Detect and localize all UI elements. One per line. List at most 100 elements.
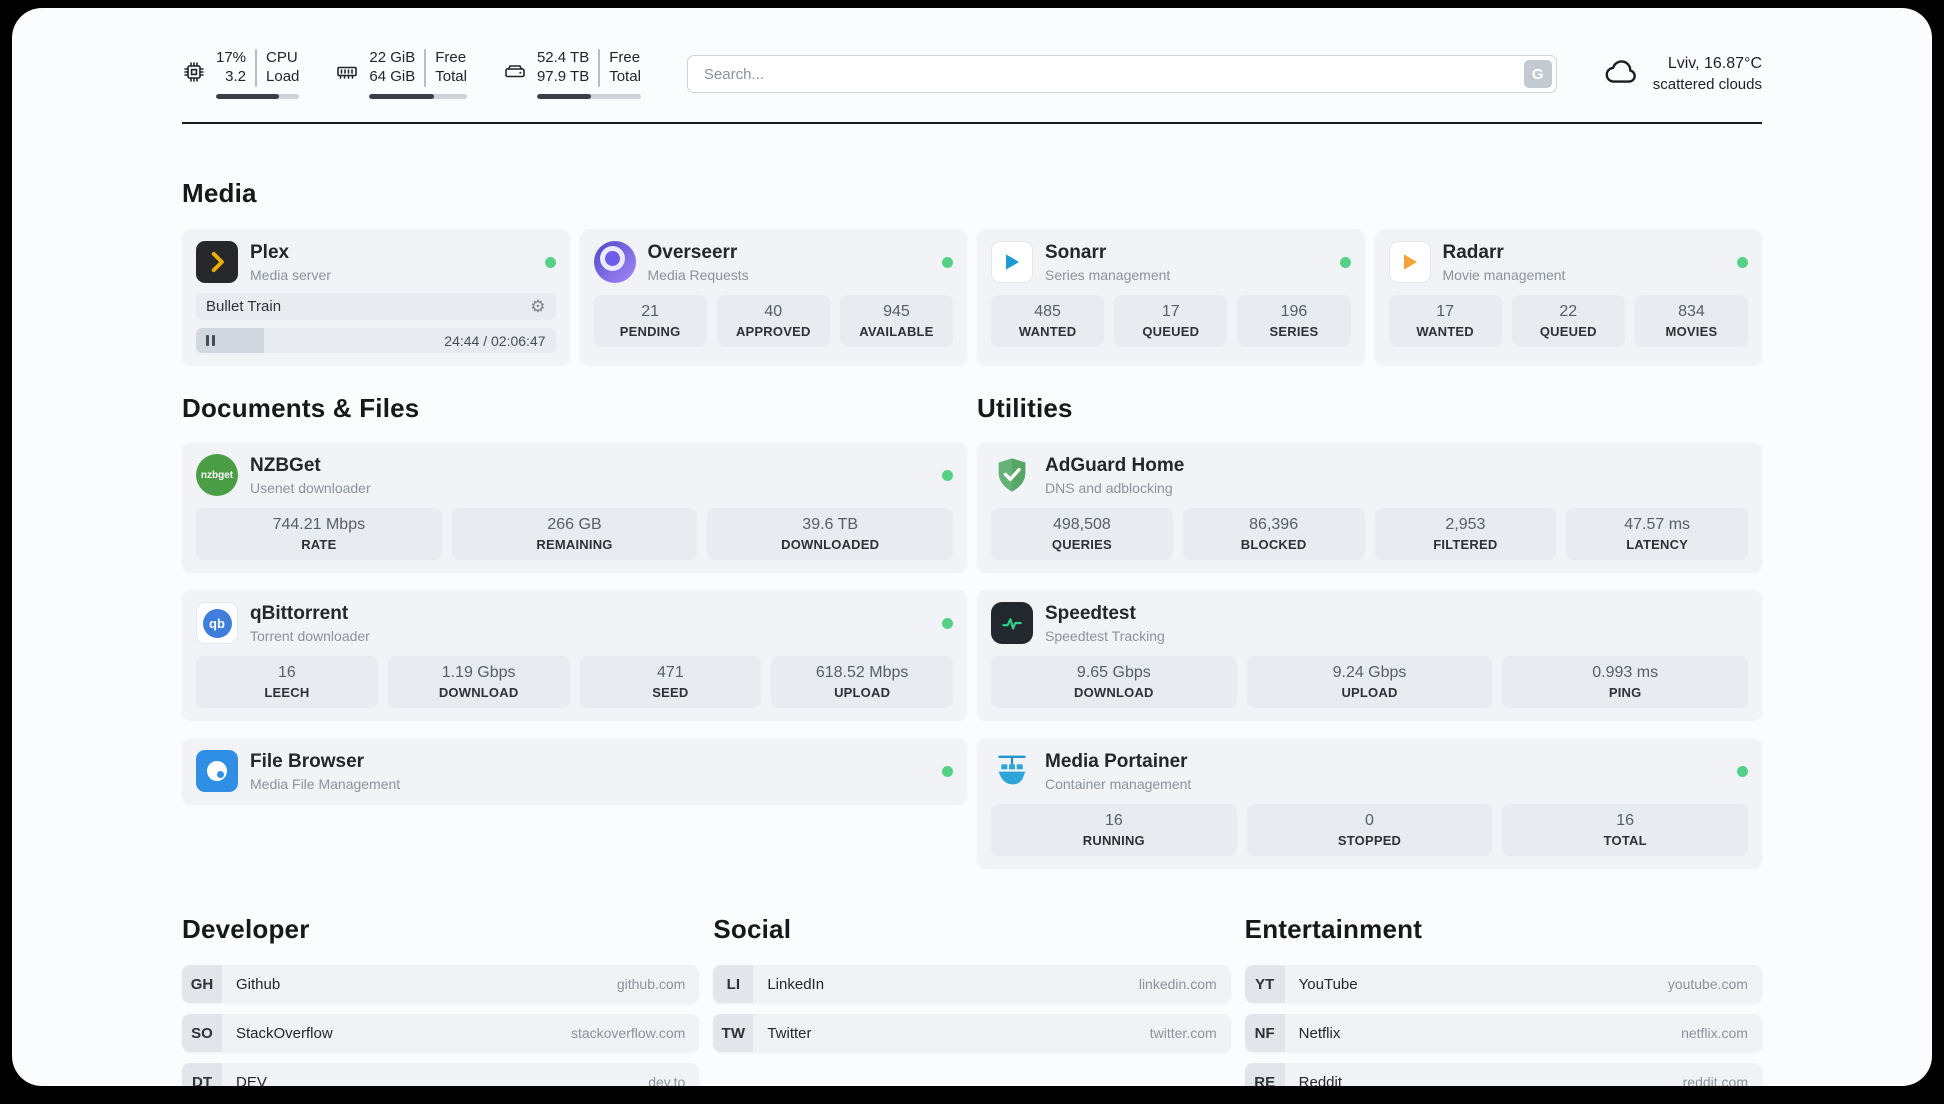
cpu-load-label: Load (266, 68, 300, 85)
stat-cell: 9.24 Gbps UPLOAD (1246, 656, 1493, 708)
app-name: NZBGet (250, 454, 321, 476)
status-dot (1737, 765, 1748, 777)
now-playing-title: Bullet Train (206, 298, 282, 315)
bookmark-url: dev.to (648, 1074, 686, 1086)
stat-cell: 16 TOTAL (1502, 804, 1749, 856)
overseerr-card[interactable]: Overseerr Media Requests 21 PENDING 40 A… (579, 229, 967, 365)
search-bar: G (686, 55, 1557, 93)
cpu-label: CPU (266, 49, 298, 67)
section-social: Social LI LinkedIn linkedin.com TW Twitt… (713, 914, 1231, 1086)
portainer-icon (991, 750, 1033, 792)
status-dot (942, 617, 953, 629)
cpu-bar (216, 93, 300, 99)
stat-value: 39.6 TB (802, 516, 859, 533)
app-subtitle: Container management (1045, 775, 1192, 792)
stat-label: DOWNLOAD (1074, 685, 1154, 700)
bookmark-youtube[interactable]: YT YouTube youtube.com (1244, 965, 1762, 1003)
status-dot (942, 765, 953, 777)
stackoverflow-icon: SO (182, 1014, 222, 1052)
disk-icon (503, 60, 527, 89)
playback-progress-bar[interactable]: 24:44 / 02:06:47 (196, 328, 556, 353)
status-dot (942, 256, 953, 268)
bookmark-github[interactable]: GH Github github.com (182, 965, 700, 1003)
app-name: Radarr (1442, 241, 1504, 263)
app-name: File Browser (250, 750, 365, 772)
bookmark-stackoverflow[interactable]: SO StackOverflow stackoverflow.com (182, 1014, 700, 1052)
stat-value: 9.24 Gbps (1332, 664, 1407, 681)
section-utilities: Utilities AdGuard Home (977, 393, 1762, 868)
stat-value: 618.52 Mbps (815, 664, 909, 681)
section-title-utilities: Utilities (977, 393, 1073, 423)
memory-free-label: Free (435, 49, 467, 67)
youtube-icon: YT (1244, 965, 1285, 1003)
gear-icon[interactable]: ⚙ (530, 297, 546, 316)
app-name: AdGuard Home (1045, 454, 1185, 476)
stat-cell: 39.6 TB DOWNLOADED (707, 508, 954, 560)
stat-cell: 498,508 QUERIES (991, 508, 1173, 560)
pause-icon[interactable] (206, 335, 215, 346)
app-subtitle: Torrent downloader (250, 627, 370, 644)
plex-card[interactable]: Plex Media server Bullet Train ⚙ 24:44 /… (182, 229, 570, 365)
section-title-documents: Documents & Files (182, 393, 420, 423)
disk-total-label: Total (609, 68, 641, 85)
stat-label: LEECH (264, 685, 310, 700)
section-documents: Documents & Files nzbget NZBGet Usenet d… (182, 393, 967, 868)
search-engine-button[interactable]: G (1523, 60, 1552, 88)
bookmark-netflix[interactable]: NF Netflix netflix.com (1244, 1014, 1762, 1052)
bookmark-name: Netflix (1298, 1024, 1341, 1042)
bookmark-name: StackOverflow (236, 1024, 333, 1042)
stat-value: 0.993 ms (1592, 664, 1659, 681)
filebrowser-icon (196, 750, 238, 792)
cpu-percent: 17% (216, 49, 247, 67)
bookmark-name: Reddit (1298, 1073, 1343, 1087)
stat-label: UPLOAD (1341, 685, 1398, 700)
stat-label: AVAILABLE (859, 324, 934, 339)
adguard-card[interactable]: AdGuard Home DNS and adblocking 498,508 … (977, 442, 1762, 572)
app-name: Media Portainer (1045, 750, 1188, 772)
stat-label: RUNNING (1082, 833, 1145, 848)
stat-label: RATE (301, 537, 337, 552)
qbittorrent-icon: qb (196, 602, 238, 644)
stat-label: PENDING (619, 324, 681, 339)
stat-value: 744.21 Mbps (272, 516, 366, 533)
app-subtitle: Series management (1045, 266, 1171, 283)
radarr-icon (1388, 241, 1431, 283)
stat-label: QUEUED (1539, 324, 1597, 339)
app-name: Overseerr (647, 241, 738, 263)
stat-cell: 0.993 ms PING (1502, 656, 1749, 708)
github-icon: GH (182, 965, 222, 1003)
sonarr-icon (991, 241, 1033, 283)
cpu-widget: 17% 3.2 CPU Load (182, 49, 300, 99)
stat-label: QUERIES (1051, 537, 1112, 552)
speedtest-card[interactable]: Speedtest Speedtest Tracking 9.65 Gbps D… (977, 590, 1762, 720)
cloud-icon (1603, 53, 1641, 96)
stat-label: FILTERED (1433, 537, 1498, 552)
stat-cell: 196 SERIES (1237, 295, 1351, 347)
radarr-card[interactable]: Radarr Movie management 17 WANTED 22 QUE… (1374, 229, 1762, 365)
search-input[interactable] (686, 55, 1557, 93)
filebrowser-card[interactable]: File Browser Media File Management (182, 738, 967, 804)
bookmark-twitter[interactable]: TW Twitter twitter.com (713, 1014, 1231, 1052)
qbittorrent-card[interactable]: qb qBittorrent Torrent downloader 16 LEE… (182, 590, 967, 720)
stat-cell: 16 RUNNING (991, 804, 1237, 856)
portainer-card[interactable]: Media Portainer Container management 16 … (977, 738, 1762, 868)
app-subtitle: Media server (250, 266, 331, 283)
nzbget-card[interactable]: nzbget NZBGet Usenet downloader 744.21 M… (182, 442, 967, 572)
section-title-media: Media (182, 178, 257, 208)
bookmark-reddit[interactable]: RE Reddit reddit.com (1244, 1063, 1762, 1087)
bookmark-linkedin[interactable]: LI LinkedIn linkedin.com (713, 965, 1231, 1003)
section-title-developer: Developer (182, 914, 310, 944)
app-name: qBittorrent (250, 602, 349, 624)
stat-label: WANTED (1018, 324, 1077, 339)
stat-cell: 2,953 FILTERED (1374, 508, 1557, 560)
playback-time: 24:44 / 02:06:47 (444, 332, 546, 349)
disk-total-value: 97.9 TB (536, 68, 590, 85)
stat-cell: 1.19 Gbps DOWNLOAD (387, 656, 570, 708)
stat-value: 21 (641, 303, 659, 320)
sonarr-card[interactable]: Sonarr Series management 485 WANTED 17 Q… (977, 229, 1365, 365)
stat-cell: 21 PENDING (593, 295, 707, 347)
bookmark-dev[interactable]: DT DEV dev.to (182, 1063, 700, 1086)
dashboard-page: 17% 3.2 CPU Load (12, 8, 1932, 1086)
app-subtitle: Speedtest Tracking (1045, 627, 1165, 644)
stat-value: 16 (1104, 812, 1123, 829)
